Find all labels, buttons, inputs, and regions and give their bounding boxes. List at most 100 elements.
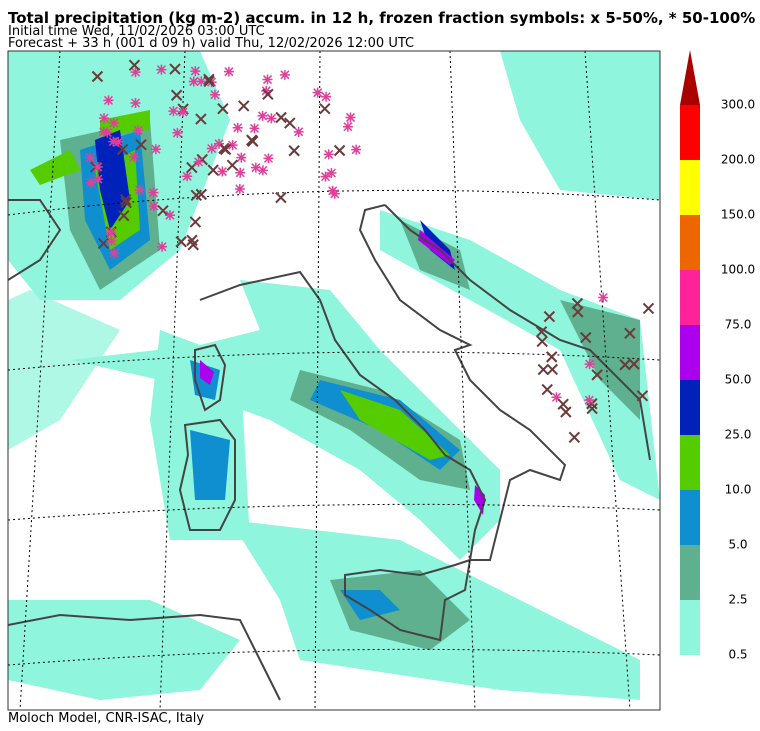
frozen-star <box>329 188 340 199</box>
frozen-x <box>275 191 287 204</box>
colorbar-extension <box>680 50 700 105</box>
frozen-star <box>321 91 332 102</box>
frozen-x <box>624 327 636 340</box>
frozen-x <box>543 310 556 323</box>
frozen-x <box>541 383 553 396</box>
frozen-star <box>249 123 260 134</box>
frozen-x <box>116 143 129 156</box>
colorbar-label: 150.0 <box>721 208 755 222</box>
frozen-x <box>537 363 550 376</box>
colorbar-segment <box>680 490 700 545</box>
credit: Moloch Model, CNR-ISAC, Italy <box>8 711 204 726</box>
frozen-star <box>342 121 353 132</box>
frozen-star <box>584 395 595 406</box>
frozen-x <box>118 210 130 222</box>
frozen-star <box>148 201 159 212</box>
frozen-x <box>262 88 274 100</box>
frozen-x <box>619 359 631 371</box>
frozen-x <box>546 351 558 363</box>
frozen-x <box>536 335 548 348</box>
frozen-star <box>234 183 245 194</box>
frozen-star <box>148 187 159 198</box>
colorbar-label: 2.5 <box>728 593 747 607</box>
frozen-star <box>85 177 96 188</box>
frozen-star <box>130 98 141 109</box>
frozen-star <box>250 162 261 173</box>
frozen-x <box>203 75 215 88</box>
frozen-star <box>196 76 207 87</box>
frozen-star <box>172 127 183 138</box>
frozen-star <box>85 152 96 163</box>
frozen-star <box>257 165 268 176</box>
coastlines <box>8 199 651 701</box>
frozen-x <box>217 102 229 115</box>
colorbar-segment <box>680 380 700 435</box>
frozen-star <box>150 144 161 155</box>
colorbar-label: 50.0 <box>725 373 752 387</box>
frozen-star <box>326 168 337 178</box>
frozen-x <box>246 134 258 146</box>
frozen-star <box>584 359 595 370</box>
frozen-x <box>157 204 169 217</box>
frozen-x <box>568 431 581 444</box>
frozen-x <box>195 113 207 125</box>
frozen-star <box>232 122 243 133</box>
frozen-star <box>164 210 175 221</box>
frozen-x <box>97 237 110 250</box>
frozen-star <box>320 171 331 182</box>
frozen-star <box>130 67 141 78</box>
frozen-x <box>580 331 592 344</box>
frozen-star <box>106 235 117 246</box>
colorbar-segment <box>680 270 700 325</box>
frozen-x <box>288 145 300 157</box>
colorbar-label: 0.5 <box>728 648 747 662</box>
frozen-x <box>120 196 132 209</box>
frozen-x <box>642 302 655 315</box>
frozen-x <box>319 102 331 115</box>
frozen-x <box>128 59 141 71</box>
frozen-star <box>223 66 234 77</box>
graticule <box>8 51 660 710</box>
frozen-x <box>636 390 649 402</box>
colorbar-segment <box>680 160 700 215</box>
colorbar-segment <box>680 215 700 270</box>
frozen-star <box>129 152 140 163</box>
frozen-star <box>236 152 247 163</box>
frozen-star <box>263 153 274 164</box>
map-frame <box>7 50 661 711</box>
initial-time: Initial time Wed, 11/02/2026 03:00 UTC <box>8 24 265 39</box>
colorbar-segment <box>680 600 700 655</box>
title: Total precipitation (kg m-2) accum. in 1… <box>8 9 755 27</box>
frozen-x <box>572 306 584 318</box>
frozen-star <box>209 89 220 100</box>
frozen-star <box>235 167 246 178</box>
frozen-star <box>323 149 334 160</box>
frozen-star <box>217 166 228 177</box>
frozen-x <box>546 363 559 376</box>
frozen-star <box>266 113 277 124</box>
frozen-star <box>156 64 167 75</box>
frozen-star <box>262 74 273 85</box>
colorbar-segment <box>680 435 700 490</box>
colorbar-label: 75.0 <box>725 318 752 332</box>
frozen-x <box>190 189 202 202</box>
frozen-star <box>134 184 145 195</box>
frozen-star <box>193 156 204 167</box>
frozen-x <box>135 138 147 151</box>
frozen-star <box>188 76 199 87</box>
frozen-star <box>279 69 290 80</box>
frozen-x <box>275 111 287 124</box>
frozen-x <box>586 402 598 415</box>
colorbar-label: 5.0 <box>728 538 747 552</box>
frozen-x <box>207 164 219 176</box>
frozen-x <box>284 117 296 129</box>
frozen-star <box>178 107 189 118</box>
frozen-symbols <box>85 59 655 444</box>
frozen-star <box>351 144 362 155</box>
colorbar-label: 100.0 <box>721 263 755 277</box>
frozen-star <box>105 227 116 238</box>
frozen-x <box>591 369 603 381</box>
frozen-star <box>108 117 119 128</box>
frozen-x <box>238 100 250 112</box>
